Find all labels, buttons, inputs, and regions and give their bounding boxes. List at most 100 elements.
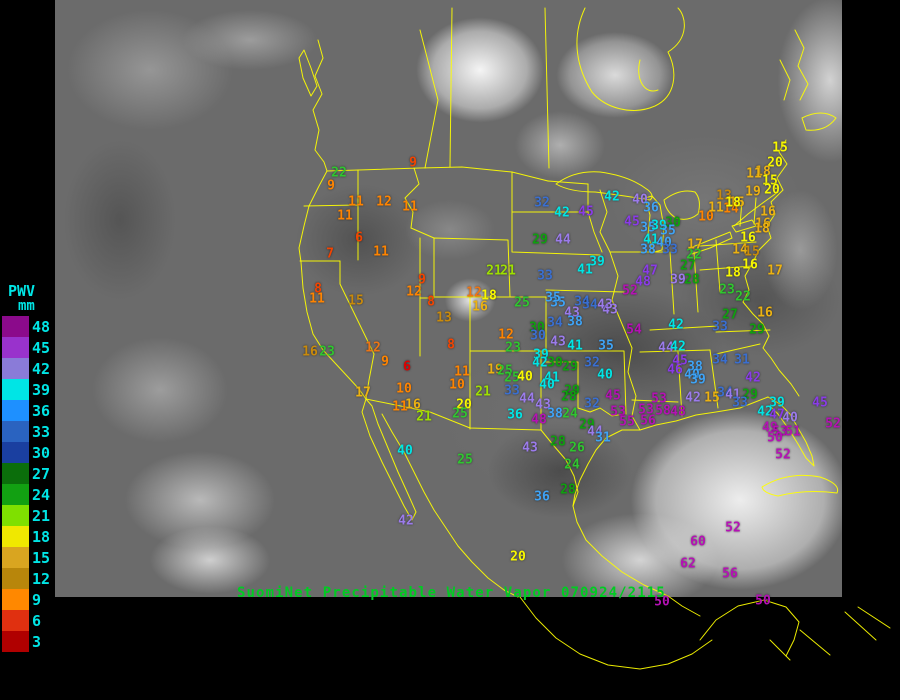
station-value: 43 <box>522 440 538 456</box>
mexico-yucatan-outlines <box>519 595 891 670</box>
legend-value: 24 <box>32 485 51 504</box>
satellite-image <box>55 0 842 597</box>
station-value: 11 <box>746 166 762 182</box>
legend-swatch <box>2 589 29 610</box>
station-value: 21 <box>486 263 502 279</box>
station-value: 9 <box>327 178 335 194</box>
station-value: 10 <box>698 209 714 225</box>
station-value: 35 <box>640 220 656 236</box>
station-value: 29 <box>749 322 765 338</box>
station-value: 21 <box>416 409 432 425</box>
station-value: 33 <box>537 268 553 284</box>
station-value: 6 <box>355 230 363 246</box>
legend-value: 27 <box>32 464 51 483</box>
station-value: 11 <box>337 208 353 224</box>
legend-entry: 48 <box>2 316 72 337</box>
station-value: 48 <box>635 274 651 290</box>
legend-entry: 15 <box>2 547 72 568</box>
station-value: 42 <box>685 390 701 406</box>
station-value: 12 <box>498 327 514 343</box>
legend-swatch <box>2 442 29 463</box>
station-value: 50 <box>755 593 771 609</box>
station-value: 56 <box>640 413 656 429</box>
station-value: 15 <box>729 195 745 211</box>
station-value: 43 <box>602 302 618 318</box>
station-value: 28 <box>550 434 566 450</box>
station-value: 29 <box>532 232 548 248</box>
station-value: 12 <box>466 285 482 301</box>
station-value: 27 <box>722 307 738 323</box>
station-value: 40 <box>632 192 648 208</box>
legend-scale: 48 45 42 39 36 33 30 27 24 21 18 15 12 9 6 3 <box>2 316 72 652</box>
station-value: 18 <box>725 265 741 281</box>
station-value: 38 <box>547 406 563 422</box>
station-value: 34 <box>574 294 590 310</box>
station-value: 16 <box>755 216 771 232</box>
station-value: 52 <box>775 447 791 463</box>
station-value: 60 <box>690 534 706 550</box>
legend-value: 15 <box>32 548 51 567</box>
product-title: SuomiNet Precipitable Water Vapor 070924… <box>237 585 666 601</box>
station-value: 20 <box>510 549 526 565</box>
station-value: 7 <box>326 246 334 262</box>
station-value: 40 <box>597 367 613 383</box>
legend-unit: mm <box>18 298 35 314</box>
station-value: 20 <box>767 155 783 171</box>
legend-entry: 42 <box>2 358 72 379</box>
station-value: 38 <box>687 359 703 375</box>
station-value: 43 <box>564 305 580 321</box>
station-value: 16 <box>302 344 318 360</box>
station-value: 36 <box>643 200 659 216</box>
station-value: 48 <box>670 404 686 420</box>
station-value: 52 <box>725 520 741 536</box>
station-value: 22 <box>686 247 702 263</box>
station-value: 45 <box>672 353 688 369</box>
station-value: 10 <box>396 381 412 397</box>
legend-swatch <box>2 358 29 379</box>
legend-entry: 33 <box>2 421 72 442</box>
station-value: 20 <box>456 397 472 413</box>
station-value: 15 <box>348 293 364 309</box>
station-value: 18 <box>755 164 771 180</box>
legend-entry: 45 <box>2 337 72 358</box>
station-value: 11 <box>708 200 724 216</box>
station-value: 39 <box>690 372 706 388</box>
station-value: 47 <box>769 407 785 423</box>
legend-swatch <box>2 505 29 526</box>
legend-swatch <box>2 379 29 400</box>
station-value: 29 <box>564 383 580 399</box>
station-value: 41 <box>643 232 659 248</box>
station-value: 33 <box>662 242 678 258</box>
legend-swatch <box>2 337 29 358</box>
station-value: 35 <box>598 338 614 354</box>
station-value: 39 <box>769 395 785 411</box>
station-value: 11 <box>348 194 364 210</box>
station-value: 11 <box>392 399 408 415</box>
station-value: 24 <box>562 406 578 422</box>
station-value: 52 <box>622 283 638 299</box>
station-value: 19 <box>745 184 761 200</box>
station-value: 15 <box>704 390 720 406</box>
legend-swatch <box>2 463 29 484</box>
legend-swatch <box>2 526 29 547</box>
station-value: 16 <box>757 305 773 321</box>
station-value: 41 <box>577 262 593 278</box>
station-value: 35 <box>550 295 566 311</box>
legend-value: 9 <box>32 590 42 609</box>
station-value: 18 <box>754 221 770 237</box>
station-value: 8 <box>314 281 322 297</box>
station-value: 23 <box>319 344 335 360</box>
station-value: 12 <box>406 284 422 300</box>
station-value: 53 <box>772 424 788 440</box>
station-value: 12 <box>365 340 381 356</box>
station-value: 33 <box>504 383 520 399</box>
station-value: 20 <box>764 182 780 198</box>
station-value: 27 <box>680 258 696 274</box>
station-value: 16 <box>472 299 488 315</box>
legend-entry: 12 <box>2 568 72 589</box>
station-value: 30 <box>665 215 681 231</box>
station-value: 15 <box>772 140 788 156</box>
station-value: 62 <box>680 556 696 572</box>
station-value: 43 <box>597 297 613 313</box>
